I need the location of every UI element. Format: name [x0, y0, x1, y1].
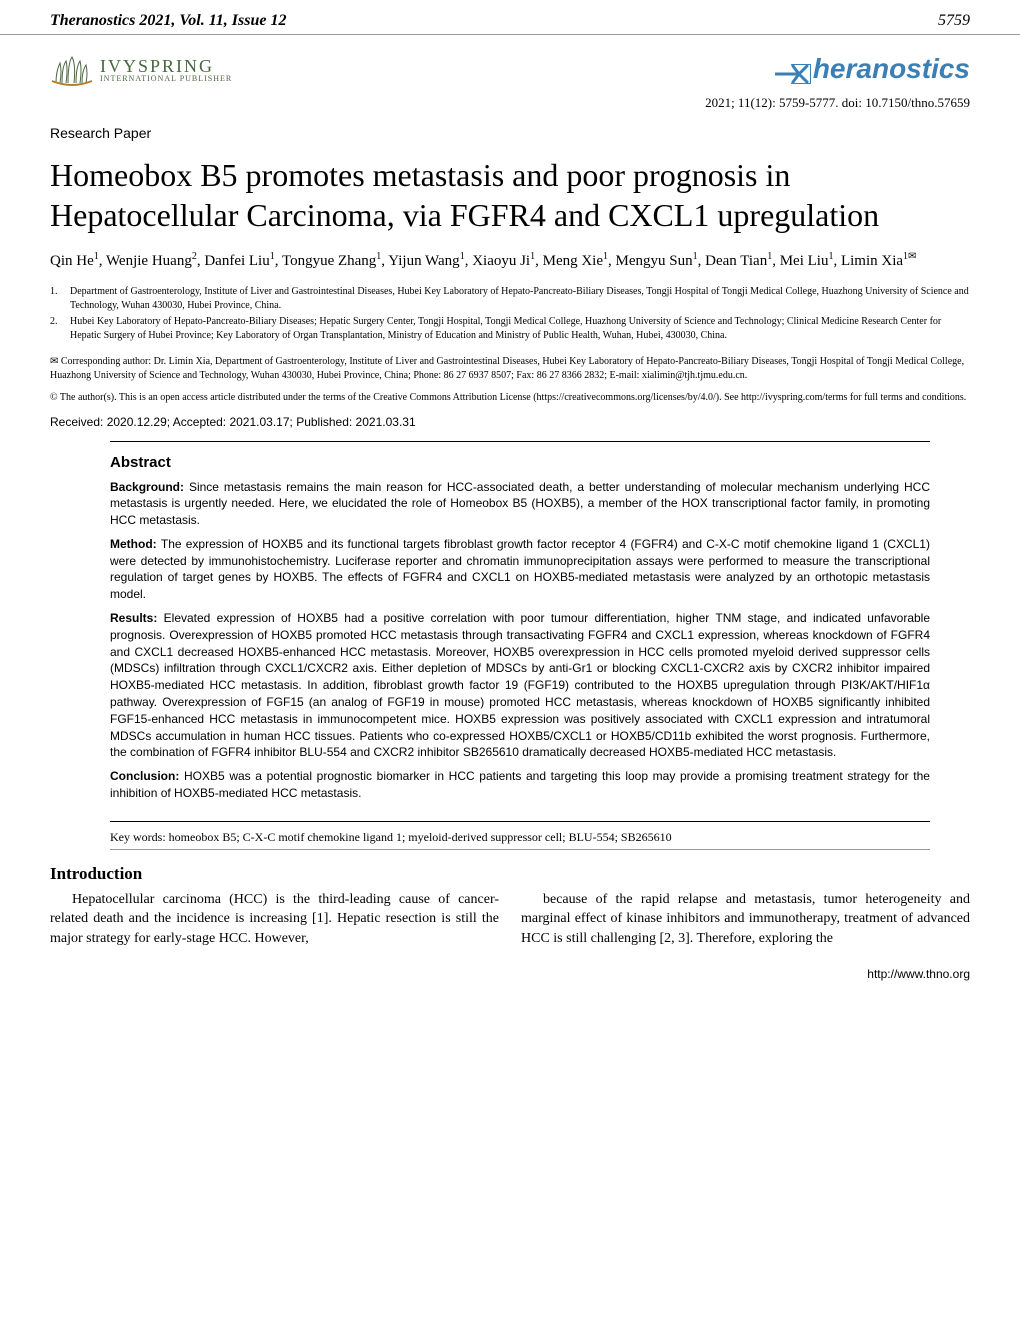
affiliations: 1.Department of Gastroenterology, Instit… [0, 285, 1020, 355]
doi-line: 2021; 11(12): 5759-5777. doi: 10.7150/th… [0, 95, 1020, 125]
theranostics-arrow-icon [775, 59, 811, 79]
theranostics-logo: heranostics [775, 53, 970, 85]
theranostics-text: heranostics [813, 53, 970, 85]
page-number: 5759 [938, 12, 970, 30]
license-text: © The author(s). This is an open access … [0, 391, 1020, 415]
affiliation-item: 2.Hubei Key Laboratory of Hepato-Pancrea… [50, 315, 970, 343]
abstract-paragraph: Results: Elevated expression of HOXB5 ha… [110, 610, 930, 761]
column-right: because of the rapid relapse and metasta… [521, 890, 970, 949]
introduction-heading: Introduction [0, 850, 1020, 890]
column-left: Hepatocellular carcinoma (HCC) is the th… [50, 890, 499, 949]
ivyspring-tagline: INTERNATIONAL PUBLISHER [100, 75, 232, 83]
ivyspring-logo: IVYSPRING INTERNATIONAL PUBLISHER [50, 53, 232, 87]
abstract-heading: Abstract [110, 454, 930, 471]
article-dates: Received: 2020.12.29; Accepted: 2021.03.… [0, 415, 1020, 441]
abstract-paragraph: Conclusion: HOXB5 was a potential progno… [110, 768, 930, 802]
ivyspring-name: IVYSPRING [100, 57, 232, 75]
journal-citation: Theranostics 2021, Vol. 11, Issue 12 [50, 12, 286, 30]
running-header: Theranostics 2021, Vol. 11, Issue 12 575… [0, 0, 1020, 35]
abstract-paragraph: Background: Since metastasis remains the… [110, 479, 930, 529]
article-title: Homeobox B5 promotes metastasis and poor… [0, 155, 1020, 249]
abstract-box: Abstract Background: Since metastasis re… [110, 441, 930, 822]
publisher-row: IVYSPRING INTERNATIONAL PUBLISHER herano… [0, 35, 1020, 95]
body-columns: Hepatocellular carcinoma (HCC) is the th… [0, 890, 1020, 949]
intro-para-right: because of the rapid relapse and metasta… [521, 890, 970, 949]
footer-url: http://www.thno.org [0, 949, 1020, 993]
affiliation-item: 1.Department of Gastroenterology, Instit… [50, 285, 970, 313]
intro-para-left: Hepatocellular carcinoma (HCC) is the th… [50, 890, 499, 949]
keywords: Key words: homeobox B5; C-X-C motif chem… [110, 830, 930, 850]
ivyspring-leaf-icon [50, 53, 94, 87]
corresponding-author: ✉ Corresponding author: Dr. Limin Xia, D… [0, 355, 1020, 391]
author-list: Qin He1, Wenjie Huang2, Danfei Liu1, Ton… [0, 249, 1020, 285]
paper-type-label: Research Paper [0, 125, 1020, 155]
abstract-paragraph: Method: The expression of HOXB5 and its … [110, 536, 930, 603]
